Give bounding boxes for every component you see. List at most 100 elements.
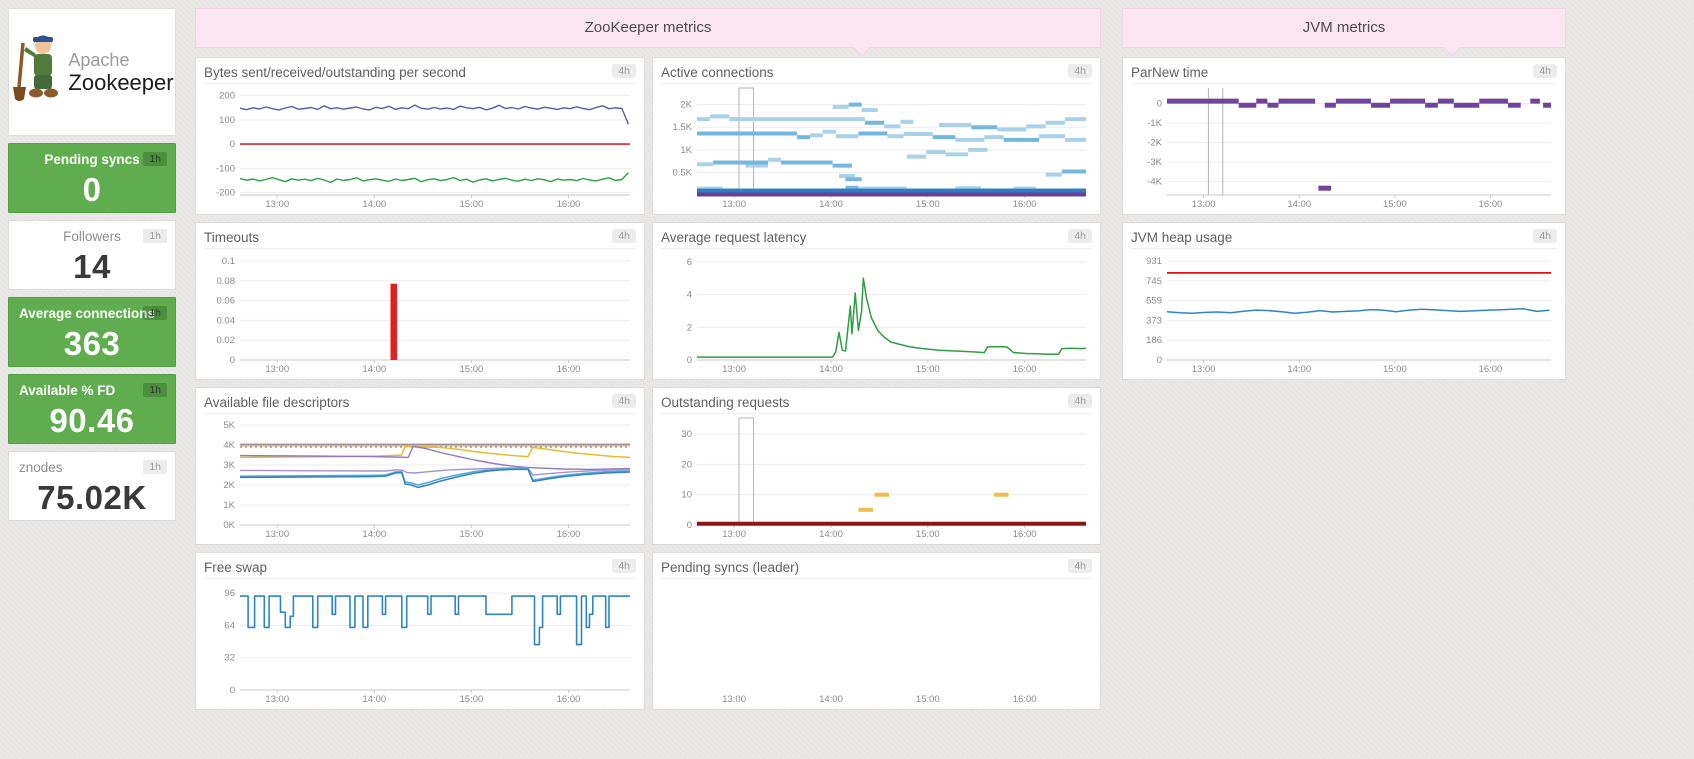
chart-panel-parnew-time: ParNew time 4h 0 -1K -2K -3K -4K 13:00 14:00 15… xyxy=(1122,57,1566,215)
banner-notch xyxy=(1443,39,1461,57)
svg-text:13:00: 13:00 xyxy=(1192,364,1216,375)
svg-text:745: 745 xyxy=(1146,276,1162,287)
svg-text:15:00: 15:00 xyxy=(1383,199,1407,210)
chart-title: Available file descriptors xyxy=(204,395,350,410)
stat-label: znodes xyxy=(19,460,63,475)
sidebar-stats: Apache Zookeeper Pending syncs 1h 0 Foll… xyxy=(8,8,176,521)
svg-text:13:00: 13:00 xyxy=(265,529,289,540)
svg-text:5K: 5K xyxy=(223,420,235,431)
time-range-badge[interactable]: 4h xyxy=(1533,229,1557,243)
svg-text:4K: 4K xyxy=(223,440,235,451)
logo-line2: Zookeeper xyxy=(68,70,174,95)
stat-followers[interactable]: Followers 1h 14 xyxy=(8,220,176,290)
svg-text:16:00: 16:00 xyxy=(1013,364,1037,375)
stat-value: 0 xyxy=(82,171,102,208)
svg-text:30: 30 xyxy=(681,429,692,440)
chart-panel-timeouts: Timeouts 4h 0.1 0.08 0.06 0.04 0.02 0 13:00 14:… xyxy=(195,222,645,380)
svg-text:16:00: 16:00 xyxy=(557,364,581,375)
chart-title: Free swap xyxy=(204,560,268,575)
chart-canvas-active-connections[interactable]: 2K 1.5K 1K 0.5K 13:00 14:00 15:00 16:00 xyxy=(661,86,1092,210)
svg-text:64: 64 xyxy=(224,620,235,631)
svg-text:15:00: 15:00 xyxy=(460,199,484,210)
svg-text:0.04: 0.04 xyxy=(217,315,236,326)
stat-value: 90.46 xyxy=(49,402,135,439)
svg-text:16:00: 16:00 xyxy=(1013,199,1037,210)
chart-canvas-file-descriptors[interactable]: 5K 4K 3K 2K 1K 0K 13:00 14:00 15:00 16:00 xyxy=(204,416,636,540)
svg-text:-200: -200 xyxy=(216,188,235,199)
svg-text:-3K: -3K xyxy=(1147,157,1162,168)
timeframe-badge[interactable]: 1h xyxy=(143,306,167,320)
svg-text:-1K: -1K xyxy=(1147,118,1162,129)
svg-text:20: 20 xyxy=(681,459,692,470)
zookeeper-logo-card: Apache Zookeeper xyxy=(8,8,176,136)
svg-text:14:00: 14:00 xyxy=(1287,199,1311,210)
svg-text:0K: 0K xyxy=(223,520,235,531)
chart-title: Timeouts xyxy=(204,230,260,245)
zookeeper-metrics-section: ZooKeeper metrics Bytes sent/received/ou… xyxy=(195,8,1101,710)
stat-pending-syncs[interactable]: Pending syncs 1h 0 xyxy=(8,143,176,213)
svg-text:1.5K: 1.5K xyxy=(672,122,692,133)
svg-text:10: 10 xyxy=(681,490,692,501)
svg-text:0.02: 0.02 xyxy=(217,335,236,346)
chart-panel-outstanding-requests: Outstanding requests 4h 30 20 10 0 13:00 14:0… xyxy=(652,387,1101,545)
svg-text:14:00: 14:00 xyxy=(819,694,843,705)
svg-text:14:00: 14:00 xyxy=(819,529,843,540)
chart-canvas-pending-syncs-leader[interactable]: 13:00 14:00 15:00 16:00 xyxy=(661,581,1092,705)
svg-text:32: 32 xyxy=(224,653,235,664)
time-range-badge[interactable]: 4h xyxy=(612,394,636,408)
svg-text:0.08: 0.08 xyxy=(217,276,236,287)
zookeeper-metrics-banner: ZooKeeper metrics xyxy=(195,8,1101,57)
timeframe-badge[interactable]: 1h xyxy=(143,383,167,397)
logo-text: Apache Zookeeper xyxy=(68,49,173,95)
svg-text:15:00: 15:00 xyxy=(1383,364,1407,375)
svg-text:15:00: 15:00 xyxy=(916,694,940,705)
chart-canvas-jvm-heap-usage[interactable]: 931 745 559 373 186 0 13:00 14:00 15:00 16:00 xyxy=(1131,251,1557,375)
svg-text:0: 0 xyxy=(1157,99,1162,110)
svg-text:0.06: 0.06 xyxy=(217,296,236,307)
chart-canvas-bytes[interactable]: 200 100 0 -100 -200 13:00 14:00 15:00 16:00 xyxy=(204,86,636,210)
svg-text:0: 0 xyxy=(687,520,692,531)
svg-text:15:00: 15:00 xyxy=(916,364,940,375)
timeframe-badge[interactable]: 1h xyxy=(143,152,167,166)
svg-text:16:00: 16:00 xyxy=(1013,529,1037,540)
svg-text:0: 0 xyxy=(1157,355,1162,366)
svg-text:0.1: 0.1 xyxy=(222,256,235,267)
timeframe-badge[interactable]: 1h xyxy=(143,460,167,474)
svg-text:13:00: 13:00 xyxy=(722,199,746,210)
chart-canvas-free-swap[interactable]: 96 64 32 0 13:00 14:00 15:00 16:00 xyxy=(204,581,636,705)
svg-text:15:00: 15:00 xyxy=(916,529,940,540)
time-range-badge[interactable]: 4h xyxy=(1068,559,1092,573)
svg-text:0: 0 xyxy=(230,139,235,150)
stat-average-connections[interactable]: Average connections 1h 363 xyxy=(8,297,176,367)
time-range-badge[interactable]: 4h xyxy=(612,559,636,573)
timeframe-badge[interactable]: 1h xyxy=(143,229,167,243)
chart-canvas-request-latency[interactable]: 6 4 2 0 13:00 14:00 15:00 16:00 xyxy=(661,251,1092,375)
svg-text:0.5K: 0.5K xyxy=(672,167,692,178)
logo-line1: Apache xyxy=(68,50,130,70)
time-range-badge[interactable]: 4h xyxy=(1068,394,1092,408)
svg-text:13:00: 13:00 xyxy=(265,199,289,210)
time-range-badge[interactable]: 4h xyxy=(1068,229,1092,243)
stat-label: Available % FD xyxy=(19,383,116,398)
svg-text:13:00: 13:00 xyxy=(265,694,289,705)
svg-text:13:00: 13:00 xyxy=(722,364,746,375)
svg-text:14:00: 14:00 xyxy=(819,199,843,210)
chart-panel-jvm-heap-usage: JVM heap usage 4h 931 745 559 373 186 0 13:00 1… xyxy=(1122,222,1566,380)
chart-canvas-timeouts[interactable]: 0.1 0.08 0.06 0.04 0.02 0 13:00 14:00 15:00 16:00 xyxy=(204,251,636,375)
time-range-badge[interactable]: 4h xyxy=(612,64,636,78)
svg-text:14:00: 14:00 xyxy=(362,529,386,540)
svg-text:1K: 1K xyxy=(680,145,692,156)
svg-text:-100: -100 xyxy=(216,163,235,174)
time-range-badge[interactable]: 4h xyxy=(1068,64,1092,78)
zookeeper-mascot-icon xyxy=(10,29,62,116)
svg-text:16:00: 16:00 xyxy=(557,529,581,540)
time-range-badge[interactable]: 4h xyxy=(1533,64,1557,78)
stat-znodes[interactable]: znodes 1h 75.02K xyxy=(8,451,176,521)
chart-canvas-outstanding-requests[interactable]: 30 20 10 0 13:00 14:00 15:00 16:00 xyxy=(661,416,1092,540)
svg-text:14:00: 14:00 xyxy=(1287,364,1311,375)
stat-available-fd[interactable]: Available % FD 1h 90.46 xyxy=(8,374,176,444)
time-range-badge[interactable]: 4h xyxy=(612,229,636,243)
svg-text:-2K: -2K xyxy=(1147,138,1162,149)
chart-canvas-parnew-time[interactable]: 0 -1K -2K -3K -4K 13:00 14:00 15:00 16:00 xyxy=(1131,86,1557,210)
